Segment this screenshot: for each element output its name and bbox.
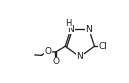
Text: O: O: [52, 57, 59, 66]
Text: H: H: [66, 19, 72, 28]
Text: N: N: [86, 25, 92, 34]
Text: N: N: [76, 52, 83, 61]
Text: Cl: Cl: [99, 42, 108, 51]
Text: N: N: [67, 25, 74, 34]
Text: O: O: [44, 47, 51, 56]
